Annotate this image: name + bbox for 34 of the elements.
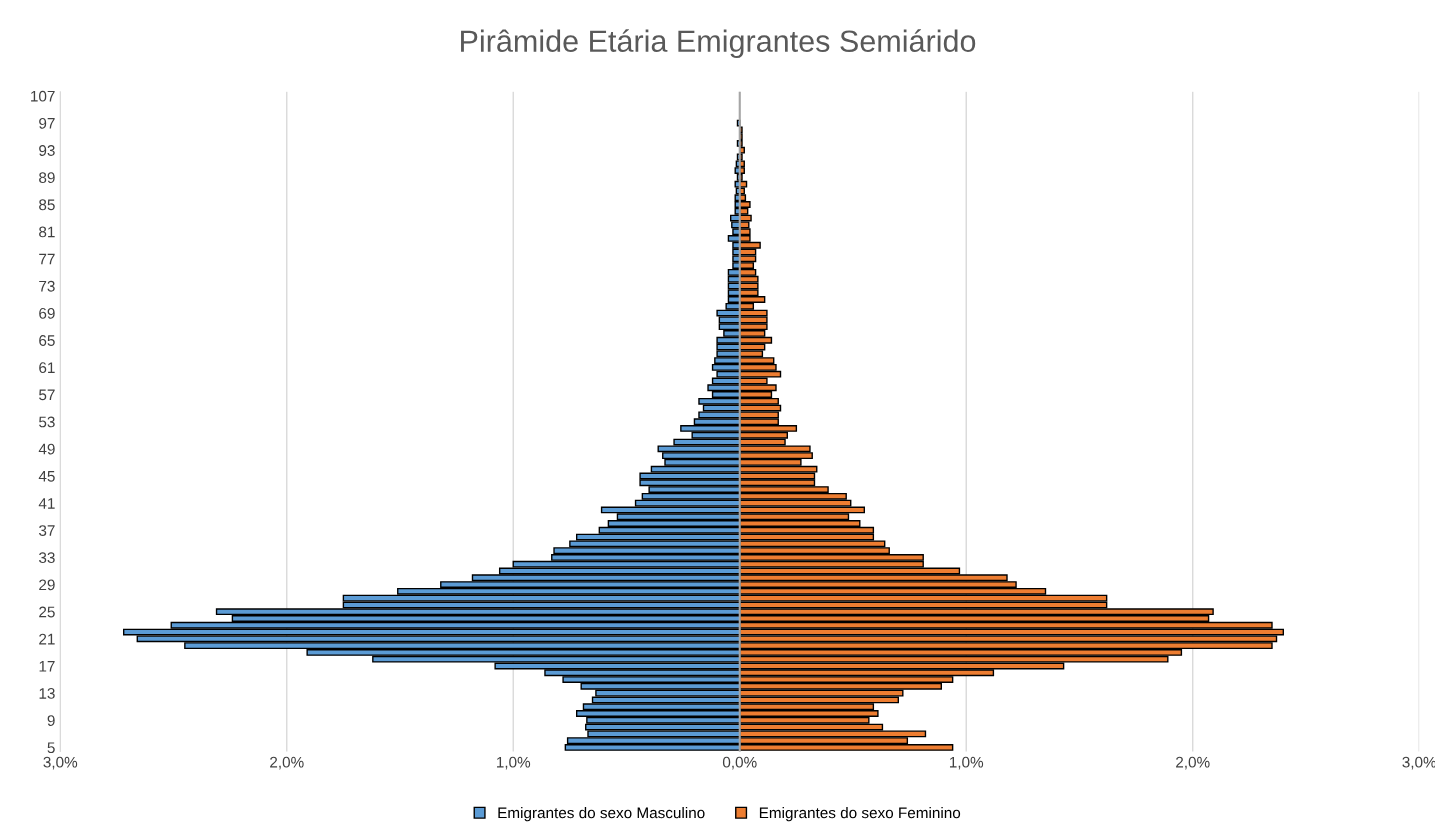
- y-tick-label: 9: [47, 715, 55, 726]
- x-tick-label: 1,0%: [949, 756, 984, 770]
- y-tick-label: 61: [39, 362, 55, 374]
- y-tick-label: 13: [39, 688, 55, 699]
- y-tick-label: 45: [38, 470, 55, 482]
- y-tick-label: 37: [39, 525, 55, 536]
- legend-label: Emigrantes do sexo Masculino: [498, 807, 705, 822]
- y-tick-label: 29: [39, 579, 55, 591]
- y-tick-label: 81: [39, 226, 55, 238]
- x-tick-label: 2,0%: [270, 756, 304, 770]
- x-tick-label: 1,0%: [497, 756, 531, 770]
- y-tick-label: 77: [39, 253, 55, 265]
- y-tick-label: 97: [39, 117, 55, 129]
- y-tick-label: 65: [39, 335, 55, 346]
- y-tick-label: 49: [38, 443, 55, 455]
- y-tick-label: 107: [31, 90, 55, 102]
- legend-label: Emigrantes do sexo Feminino: [759, 807, 961, 822]
- y-tick-label: 25: [39, 606, 55, 618]
- y-tick-label: 53: [39, 416, 55, 428]
- chart-title: Pirâmide Etária Emigrantes Semiárido: [461, 29, 976, 59]
- x-tick-label: 0,0%: [722, 756, 757, 770]
- y-tick-label: 85: [39, 199, 55, 211]
- y-tick-label: 57: [39, 389, 55, 401]
- y-tick-label: 41: [38, 498, 55, 509]
- x-tick-label: 3,0%: [43, 756, 78, 770]
- y-tick-label: 17: [39, 661, 55, 672]
- y-tick-label: 69: [39, 307, 55, 319]
- y-tick-label: 5: [47, 742, 55, 754]
- y-tick-label: 89: [39, 172, 55, 184]
- y-tick-label: 73: [39, 280, 55, 292]
- x-tick-label: 2,0%: [1176, 756, 1210, 770]
- y-tick-label: 93: [39, 145, 55, 156]
- y-tick-label: 33: [39, 552, 55, 564]
- y-tick-label: 21: [39, 633, 55, 645]
